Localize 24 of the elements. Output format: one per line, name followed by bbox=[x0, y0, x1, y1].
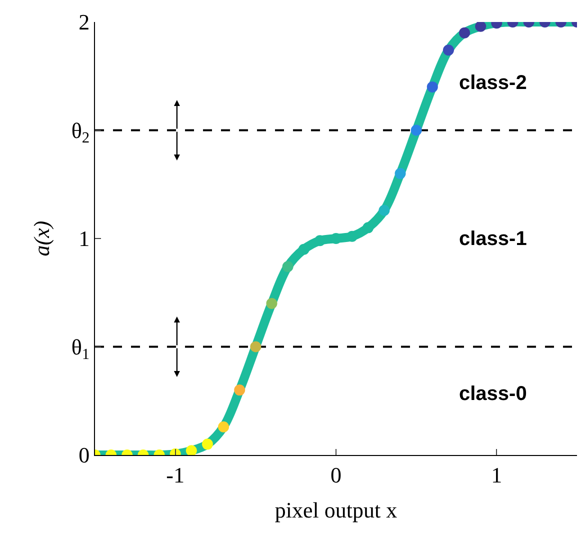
annotation: class-2 bbox=[459, 72, 527, 94]
y-axis-title: a(x) bbox=[29, 220, 54, 256]
annotation: class-0 bbox=[459, 383, 527, 405]
point bbox=[346, 230, 358, 242]
y-tick-label: 0 bbox=[78, 442, 90, 468]
point bbox=[410, 124, 422, 136]
x-axis-title: pixel output x bbox=[274, 497, 398, 522]
point bbox=[394, 168, 406, 180]
y-tick-label: 2 bbox=[78, 10, 90, 35]
point bbox=[298, 244, 310, 255]
annotation: class-1 bbox=[459, 228, 527, 250]
point bbox=[378, 204, 390, 216]
point bbox=[282, 261, 294, 272]
x-tick-label: 0 bbox=[330, 462, 342, 488]
point bbox=[250, 341, 262, 352]
y-tick-label: 1 bbox=[78, 226, 90, 252]
point bbox=[330, 233, 342, 244]
y-tick-label: θ$_{1}$ bbox=[71, 334, 90, 364]
x-tick-label: 1 bbox=[491, 462, 502, 488]
y-tick-label: θ$_{2}$ bbox=[71, 118, 90, 147]
point bbox=[266, 298, 278, 309]
point bbox=[314, 235, 326, 246]
point bbox=[362, 222, 374, 234]
x-tick-label: -1 bbox=[166, 462, 184, 488]
